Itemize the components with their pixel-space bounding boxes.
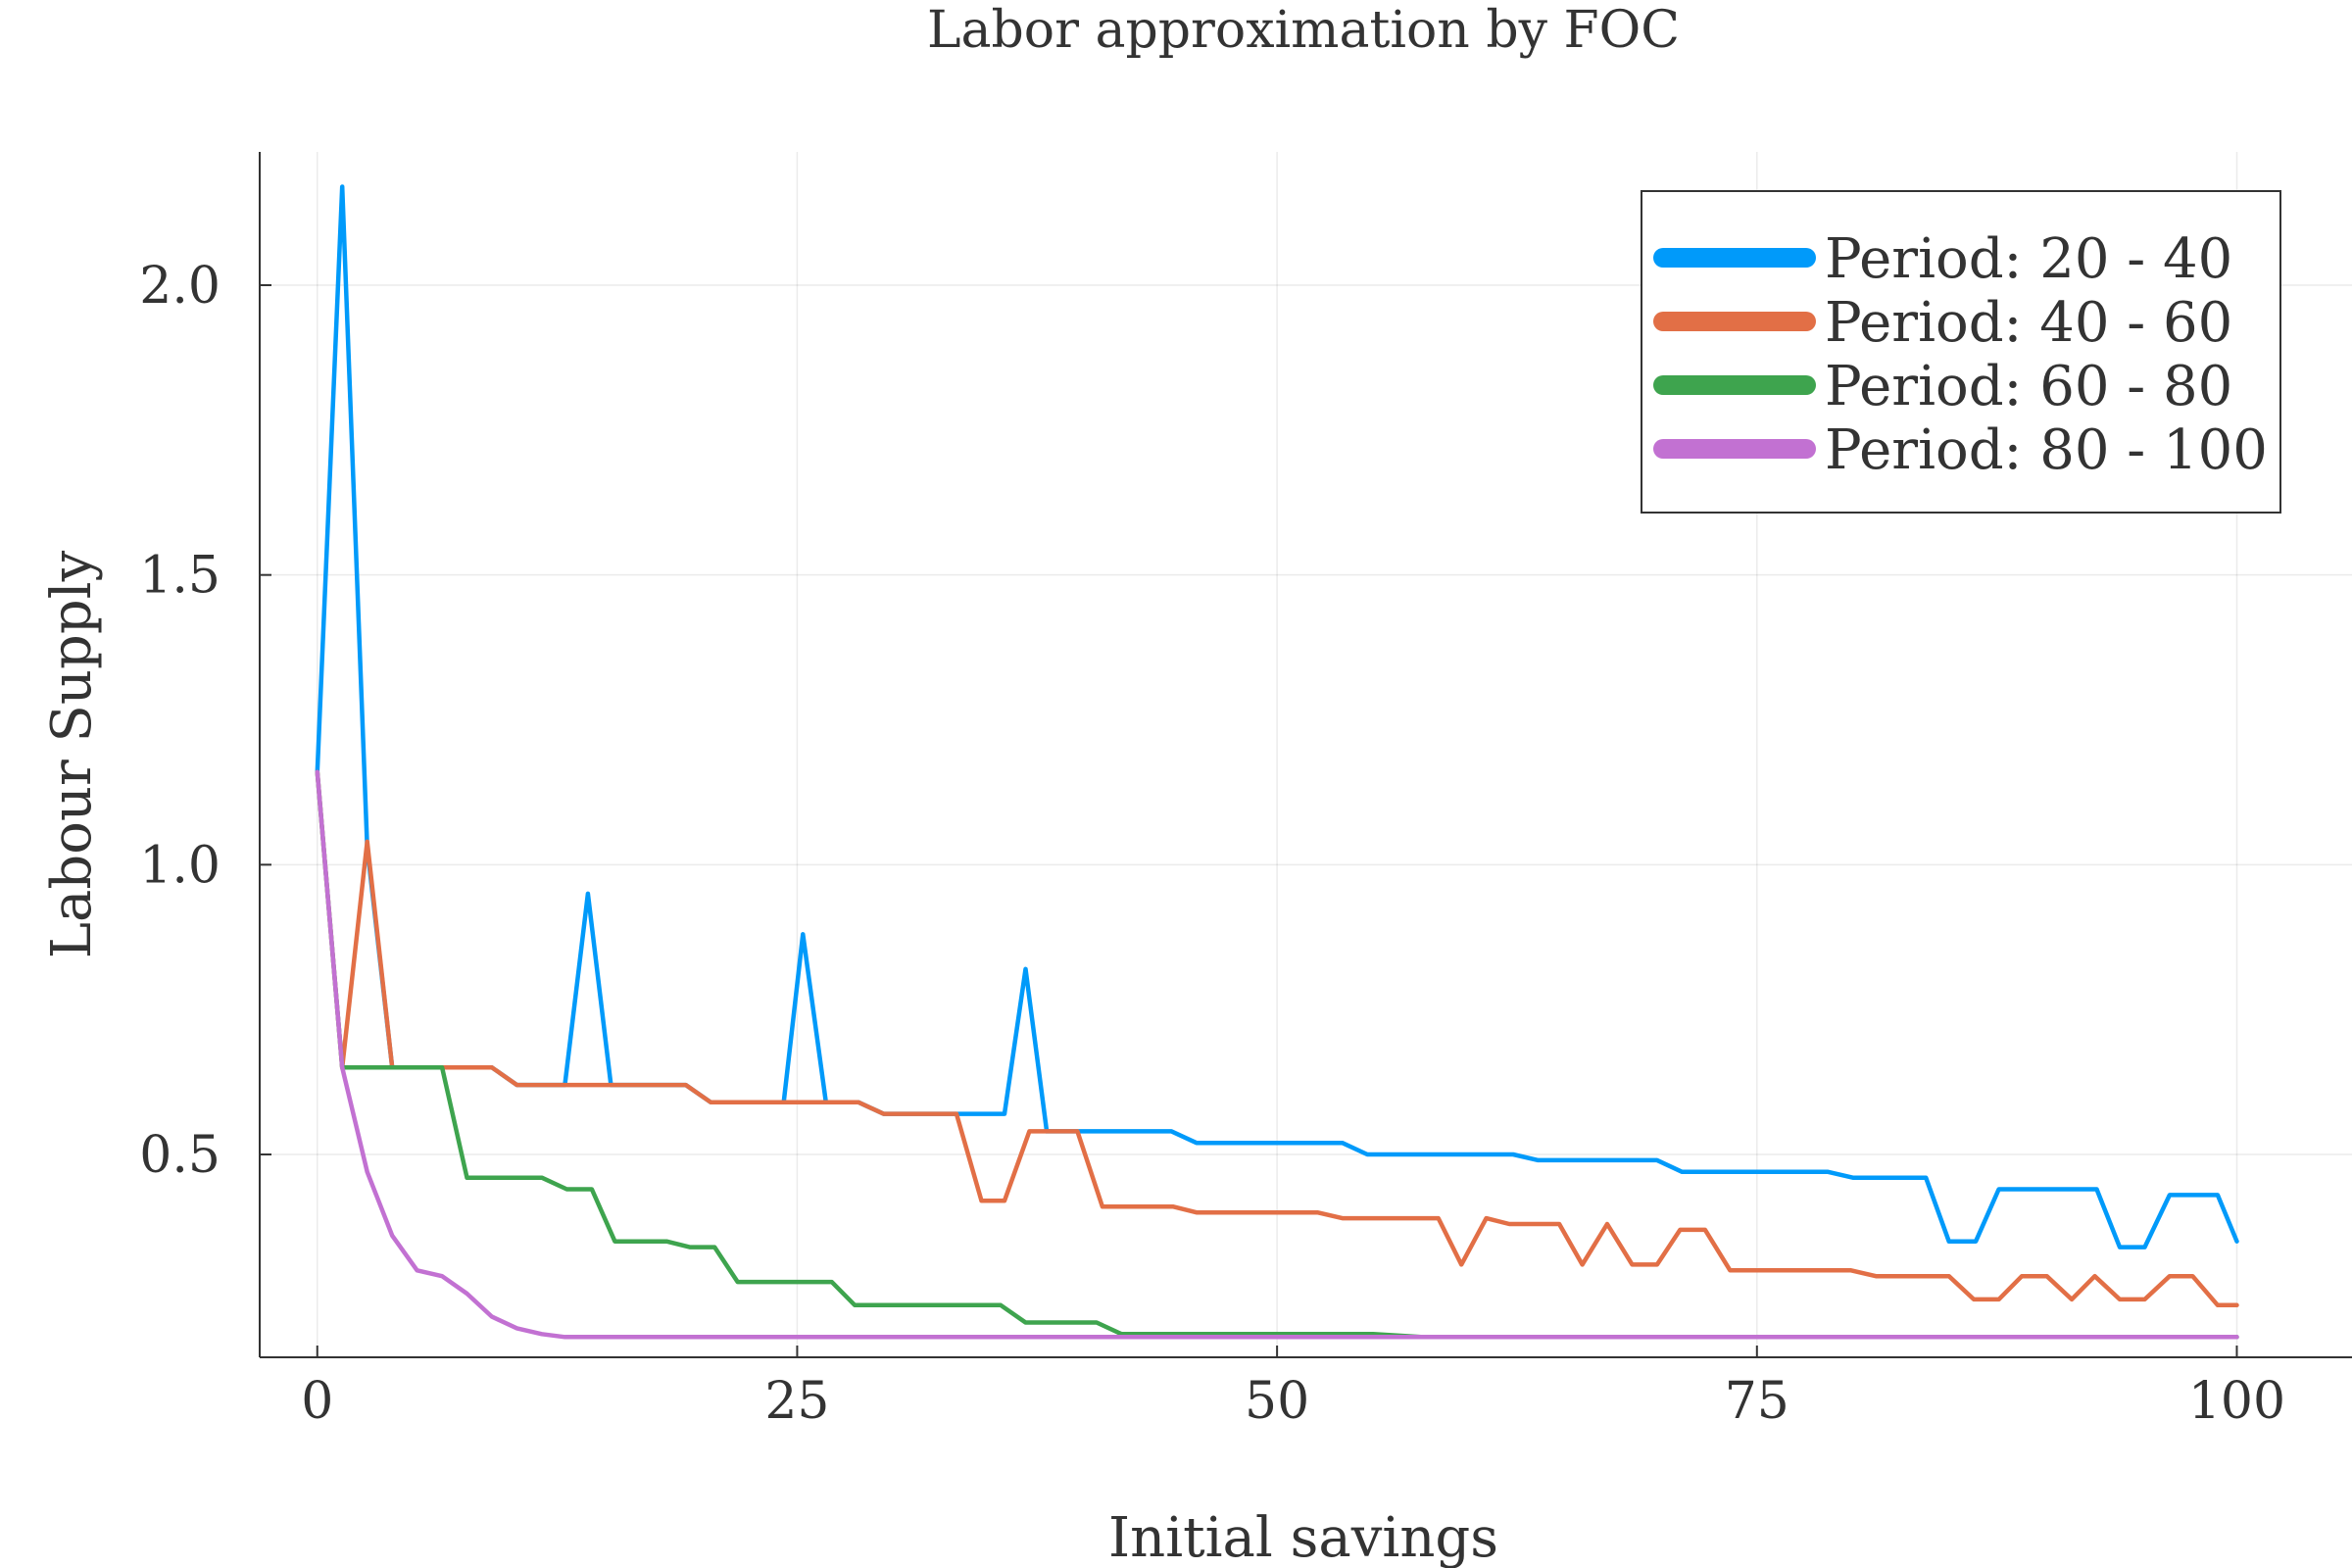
y-axis-label: Labour Supply (40, 550, 104, 958)
x-tick-label-3: 75 (1725, 1372, 1789, 1431)
x-tick-label-4: 100 (2188, 1372, 2285, 1431)
legend-label-2: Period: 40 - 60 (1825, 291, 2232, 355)
x-tick-label-1: 25 (764, 1372, 829, 1431)
y-tick-label-0: 0.5 (139, 1126, 220, 1185)
y-tick-label-2: 1.5 (139, 547, 220, 606)
legend-label-1: Period: 20 - 40 (1825, 227, 2232, 291)
y-tick-label-1: 1.0 (139, 836, 220, 895)
series-line-4 (315, 769, 2239, 1340)
y-tick-labels: 0.5 1.0 1.5 2.0 (139, 257, 220, 1185)
series-line-3 (315, 769, 2239, 1340)
series-line-2 (315, 769, 2239, 1308)
series-layer (315, 184, 2239, 1340)
x-tick-label-0: 0 (301, 1372, 333, 1431)
x-tick-label-2: 50 (1245, 1372, 1309, 1431)
legend-box (1641, 190, 2281, 514)
x-axis-label: Initial savings (1108, 1506, 1498, 1568)
y-tick-label-3: 2.0 (139, 257, 220, 316)
x-tick-labels: 0 25 50 75 100 (301, 1372, 2285, 1431)
chart-title: Labor approximation by FOC (927, 1, 1680, 60)
axes (259, 152, 2352, 1358)
legend-label-3: Period: 60 - 80 (1825, 355, 2232, 418)
legend-label-4: Period: 80 - 100 (1825, 418, 2268, 482)
